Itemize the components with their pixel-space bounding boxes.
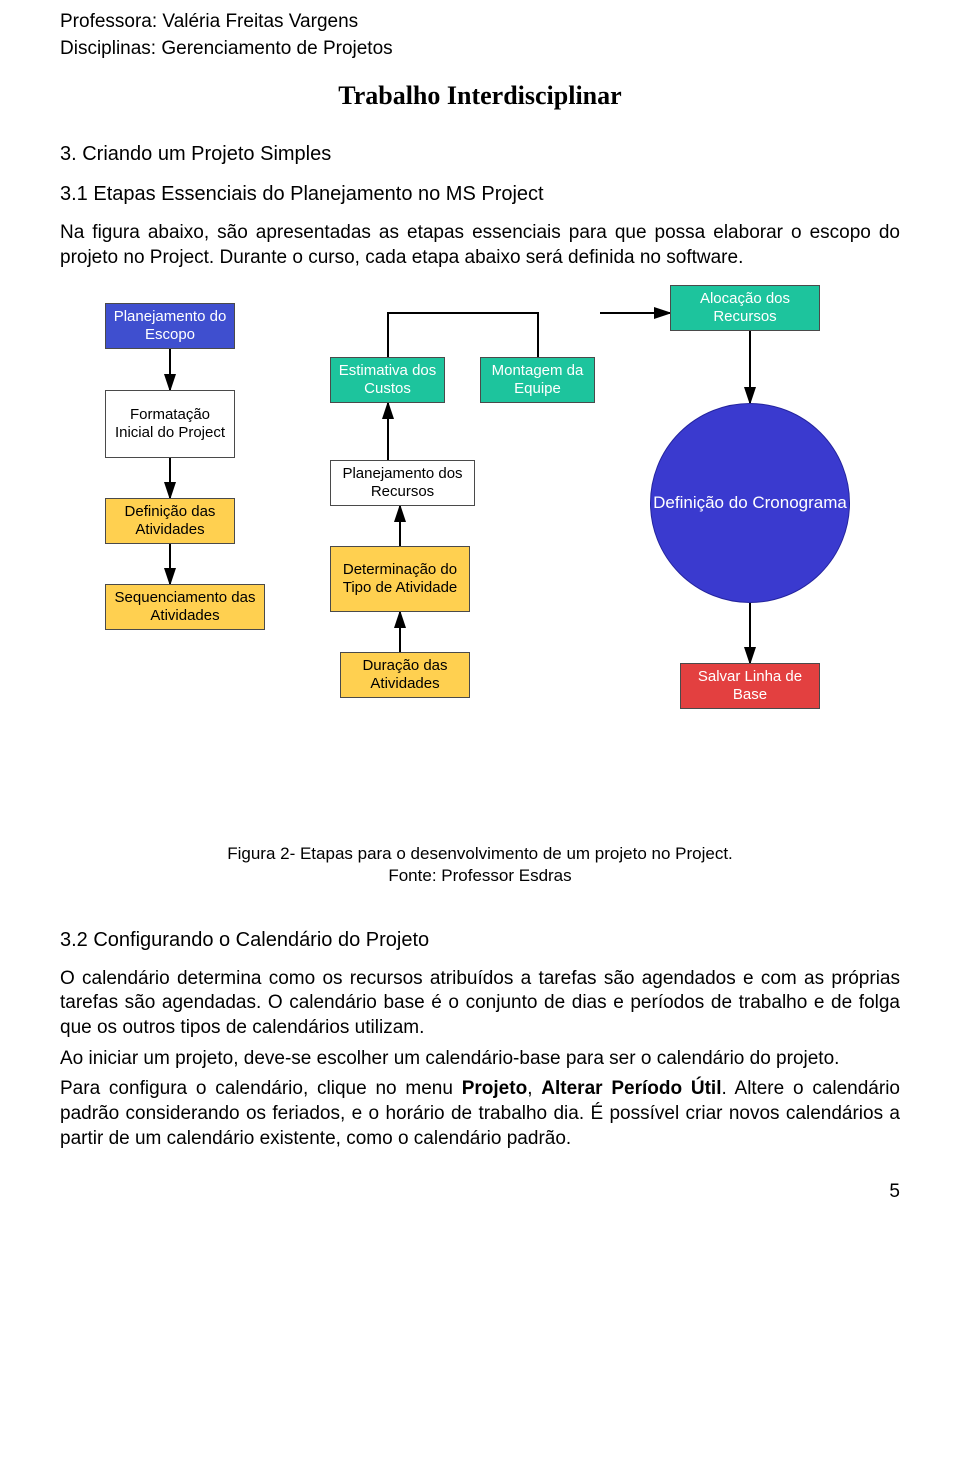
figure-caption-line2: Fonte: Professor Esdras <box>388 866 571 885</box>
p3-part-c: , <box>527 1078 541 1099</box>
section-3-heading: 3. Criando um Projeto Simples <box>60 141 900 167</box>
p3-bold-alterar: Alterar Período Útil <box>541 1078 721 1099</box>
section-3-2-p3: Para configura o calendário, clique no m… <box>60 1077 900 1151</box>
section-3-2-heading: 3.2 Configurando o Calendário do Projeto <box>60 927 900 953</box>
node-montagem: Montagem da Equipe <box>480 357 595 403</box>
node-formatacao: Formatação Inicial do Project <box>105 390 235 458</box>
professor-line: Professora: Valéria Freitas Vargens <box>60 10 900 35</box>
node-definicao_atv: Definição das Atividades <box>105 498 235 544</box>
discipline-line: Disciplinas: Gerenciamento de Projetos <box>60 37 900 62</box>
section-3-1-paragraph: Na figura abaixo, são apresentadas as et… <box>60 221 900 270</box>
node-alocacao: Alocação dos Recursos <box>670 285 820 331</box>
node-planejamento: Planejamento do Escopo <box>105 303 235 349</box>
node-salvar: Salvar Linha de Base <box>680 663 820 709</box>
node-duracao: Duração das Atividades <box>340 652 470 698</box>
p3-part-a: Para configura o calendário, clique no m… <box>60 1078 462 1099</box>
figure-caption-line1: Figura 2- Etapas para o desenvolvimento … <box>227 844 733 863</box>
node-estimativa: Estimativa dos Custos <box>330 357 445 403</box>
node-sequenciamento: Sequenciamento das Atividades <box>105 584 265 630</box>
page-title: Trabalho Interdisciplinar <box>60 79 900 113</box>
figure-caption: Figura 2- Etapas para o desenvolvimento … <box>60 843 900 887</box>
flowchart-diagram: Planejamento do Escopo Formatação Inicial… <box>60 285 900 825</box>
node-planej_rec: Planejamento dos Recursos <box>330 460 475 506</box>
section-3-1-heading: 3.1 Etapas Essenciais do Planejamento no… <box>60 181 900 207</box>
section-3-2-p2: Ao iniciar um projeto, deve-se escolher … <box>60 1047 900 1072</box>
section-3-2-p1: O calendário determina como os recursos … <box>60 967 900 1041</box>
page-number: 5 <box>60 1180 900 1205</box>
p3-bold-projeto: Projeto <box>462 1078 527 1099</box>
node-determinacao: Determinação do Tipo de Atividade <box>330 546 470 612</box>
node-cronograma: Definição do Cronograma <box>650 403 850 603</box>
